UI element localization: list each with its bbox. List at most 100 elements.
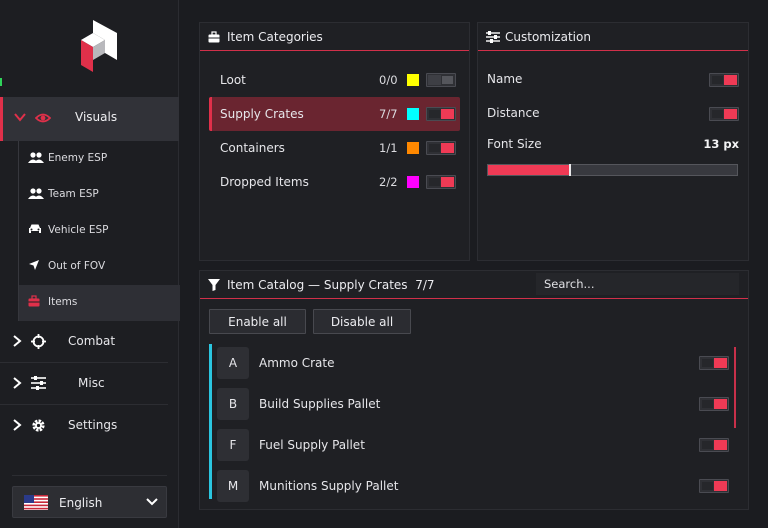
distance-setting-row: Distance — [487, 103, 739, 125]
item-toggle[interactable] — [699, 479, 729, 493]
location-arrow-icon — [29, 260, 39, 270]
sub-item-out-of-fov[interactable]: Out of FOV — [19, 249, 180, 285]
font-size-slider[interactable] — [487, 164, 738, 176]
eye-icon — [35, 113, 51, 123]
category-color-swatch[interactable] — [407, 74, 419, 86]
app-logo-icon — [81, 20, 117, 72]
sidebar: Visuals Enemy ESP Team ESP Vehicle ESP O… — [0, 0, 180, 528]
font-size-setting-row: Font Size 13 px — [487, 134, 739, 156]
category-row-supply-crates[interactable]: Supply Crates 7/7 — [209, 97, 460, 131]
catalog-title: Item Catalog — Supply Crates — [227, 278, 408, 292]
sliders-icon — [31, 376, 46, 390]
item-letter-badge: M — [217, 470, 249, 502]
list-item: A Ammo Crate — [217, 347, 729, 379]
sub-item-label: Vehicle ESP — [48, 224, 109, 236]
item-letter-badge: B — [217, 388, 249, 420]
sub-item-vehicle-esp[interactable]: Vehicle ESP — [19, 213, 180, 249]
list-accent-bar — [209, 344, 212, 499]
item-categories-panel: Item Categories Loot 0/0 Supply Crates 7… — [199, 22, 470, 261]
panel-header: Customization — [478, 23, 748, 51]
setting-label: Distance — [487, 106, 540, 120]
divider — [12, 475, 167, 476]
setting-label: Font Size — [487, 137, 542, 151]
sliders-icon — [486, 31, 500, 43]
category-toggle[interactable] — [426, 141, 456, 155]
panel-title: Item Catalog — Supply Crates 7/7 — [227, 278, 435, 292]
list-item: B Build Supplies Pallet — [217, 388, 729, 420]
nav-combat-label: Combat — [68, 334, 116, 348]
item-name: Munitions Supply Pallet — [259, 479, 399, 493]
category-count: 7/7 — [379, 107, 398, 121]
item-letter-badge: F — [217, 429, 249, 461]
language-label: English — [59, 496, 103, 510]
category-name: Supply Crates — [220, 107, 304, 121]
item-toggle[interactable] — [699, 356, 729, 370]
us-flag-icon — [24, 495, 48, 510]
name-toggle[interactable] — [709, 73, 739, 87]
visuals-subnav: Enemy ESP Team ESP Vehicle ESP Out of FO… — [18, 141, 180, 321]
category-color-swatch[interactable] — [407, 142, 419, 154]
item-name: Build Supplies Pallet — [259, 397, 381, 411]
category-name: Loot — [220, 73, 246, 87]
panel-title: Customization — [505, 30, 591, 44]
language-select[interactable]: English — [12, 486, 167, 518]
slider-fill — [488, 165, 571, 175]
nav-settings[interactable]: Settings — [0, 405, 168, 447]
category-row-containers[interactable]: Containers 1/1 — [209, 131, 460, 165]
category-color-swatch[interactable] — [407, 176, 419, 188]
toolbox-icon — [28, 295, 40, 307]
slider-handle[interactable] — [569, 164, 572, 176]
nav-visuals[interactable]: Visuals — [0, 97, 179, 141]
customization-panel: Customization Name Distance Font Size 13… — [477, 22, 749, 261]
sub-item-label: Enemy ESP — [48, 152, 108, 164]
nav-misc-label: Misc — [78, 376, 105, 390]
category-color-swatch[interactable] — [407, 108, 419, 120]
crosshair-icon — [31, 334, 46, 349]
distance-toggle[interactable] — [709, 107, 739, 121]
panel-header: Item Catalog — Supply Crates 7/7 — [200, 271, 748, 299]
item-name: Ammo Crate — [259, 356, 335, 370]
item-toggle[interactable] — [699, 438, 729, 452]
category-toggle[interactable] — [426, 175, 456, 189]
list-item: F Fuel Supply Pallet — [217, 429, 729, 461]
list-item: M Munitions Supply Pallet — [217, 470, 729, 502]
category-name: Containers — [220, 141, 285, 155]
chevron-right-icon — [13, 335, 22, 347]
scrollbar[interactable] — [734, 347, 736, 428]
panel-header: Item Categories — [200, 23, 469, 51]
enable-all-button[interactable]: Enable all — [209, 309, 306, 334]
item-toggle[interactable] — [699, 397, 729, 411]
chevron-down-icon — [146, 498, 158, 506]
nav-settings-label: Settings — [68, 418, 118, 432]
sub-item-items[interactable]: Items — [19, 285, 180, 321]
sub-item-label: Out of FOV — [48, 260, 106, 272]
item-name: Fuel Supply Pallet — [259, 438, 365, 452]
panel-title: Item Categories — [227, 30, 323, 44]
catalog-count: 7/7 — [415, 278, 435, 292]
setting-label: Name — [487, 72, 523, 86]
search-input[interactable] — [536, 273, 739, 295]
nav-visuals-label: Visuals — [75, 110, 118, 124]
item-letter-badge: A — [217, 347, 249, 379]
font-size-value: 13 px — [703, 137, 739, 151]
chevron-right-icon — [13, 419, 22, 431]
users-icon — [28, 188, 44, 199]
chevron-right-icon — [13, 377, 22, 389]
toolbox-icon — [208, 31, 220, 43]
filter-icon — [208, 279, 220, 291]
category-name: Dropped Items — [220, 175, 309, 189]
gear-icon — [32, 419, 45, 432]
nav-combat[interactable]: Combat — [0, 321, 168, 363]
sub-item-label: Items — [48, 296, 78, 308]
category-toggle[interactable] — [426, 107, 456, 121]
sub-item-team-esp[interactable]: Team ESP — [19, 177, 180, 213]
category-row-loot[interactable]: Loot 0/0 — [209, 63, 460, 97]
users-icon — [28, 152, 44, 163]
sub-item-label: Team ESP — [48, 188, 99, 200]
nav-misc[interactable]: Misc — [0, 363, 168, 405]
sub-item-enemy-esp[interactable]: Enemy ESP — [19, 141, 180, 177]
category-row-dropped-items[interactable]: Dropped Items 2/2 — [209, 165, 460, 199]
item-catalog-panel: Item Catalog — Supply Crates 7/7 Enable … — [199, 270, 749, 510]
disable-all-button[interactable]: Disable all — [313, 309, 411, 334]
category-toggle[interactable] — [426, 73, 456, 87]
